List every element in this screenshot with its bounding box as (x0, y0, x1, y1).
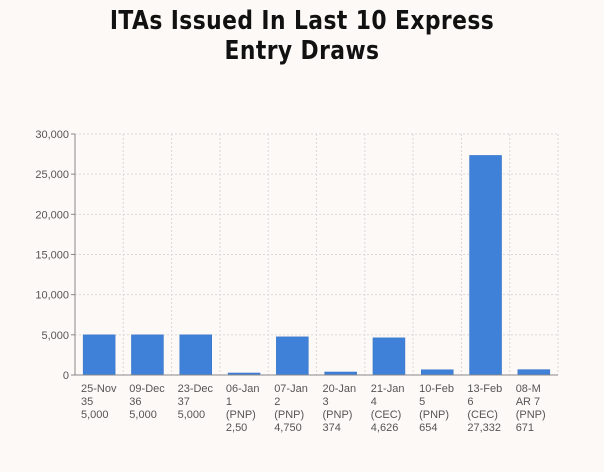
x-tick-label-line: (PNP) (516, 409, 546, 421)
x-tick-label-line: (PNP) (274, 409, 304, 421)
bar (179, 334, 212, 376)
x-tick-label-line: 37 (178, 396, 190, 408)
x-tick-label-line: 671 (516, 422, 534, 434)
x-tick-label: 08-M AR 7 (PNP) 671 (516, 383, 546, 434)
bar (276, 336, 309, 376)
x-tick-label-line: 06-Jan (226, 383, 260, 395)
y-tick-label: 20,000 (35, 209, 69, 221)
x-tick-label-line: 2 (274, 396, 280, 408)
x-tick-label-line: 36 (129, 396, 141, 408)
x-tick-label: 13-Feb 6 (CEC) 27,332 (467, 383, 502, 434)
x-tick-label-line: 654 (419, 422, 437, 434)
x-tick-label-line: (PNP) (323, 409, 353, 421)
x-tick-label-line: (CEC) (467, 409, 498, 421)
bar (131, 334, 164, 376)
x-tick-label-line: 2,50 (226, 422, 247, 434)
bars (82, 155, 551, 376)
x-tick-label-line: 4 (371, 396, 377, 408)
x-tick-label-line: 4,626 (371, 422, 399, 434)
x-tick-label-line: 5,000 (178, 409, 206, 421)
y-tick-label: 25,000 (35, 169, 69, 181)
x-tick-label-line: (PNP) (419, 409, 449, 421)
x-tick-label-line: 20-Jan (323, 383, 357, 395)
x-tick-label-line: 23-Dec (178, 383, 214, 395)
x-tick-label-line: (PNP) (226, 409, 256, 421)
x-tick-label: 09-Dec 36 5,000 (129, 383, 165, 421)
y-tick-label: 30,000 (35, 129, 69, 141)
chart-title: ITAs Issued In Last 10 Express Entry Dra… (0, 6, 604, 66)
x-tick-label-line: 35 (81, 396, 93, 408)
y-tick-label: 0 (63, 370, 69, 382)
y-axis-ticks: 0 5,000 10,000 15,000 20,000 25,000 30,000 (35, 129, 75, 382)
x-tick-label-line: 25-Nov (81, 383, 117, 395)
bar (82, 334, 116, 376)
bar (372, 337, 406, 376)
x-tick-label-line: 4,750 (274, 422, 302, 434)
x-tick-label-line: 10-Feb (419, 383, 454, 395)
x-tick-label-line: 5,000 (129, 409, 157, 421)
x-tick-label-line: 6 (467, 396, 473, 408)
x-tick-label-line: 21-Jan (371, 383, 405, 395)
x-tick-label-line: AR 7 (516, 396, 540, 408)
y-tick-label: 15,000 (35, 250, 69, 262)
x-tick-label-line: 374 (323, 422, 341, 434)
x-tick-label-line: 08-M (516, 383, 541, 395)
x-tick-label: 20-Jan 3 (PNP) 374 (323, 383, 357, 434)
x-tick-label-line: 5 (419, 396, 425, 408)
bar (469, 155, 502, 376)
y-tick-label: 10,000 (35, 290, 69, 302)
bar (517, 369, 551, 376)
x-tick-label-line: 3 (323, 396, 329, 408)
chart-title-line-1: ITAs Issued In Last 10 Express (109, 6, 495, 36)
x-tick-label: 25-Nov 35 5,000 (81, 383, 117, 421)
chart-title-line-2: Entry Draws (224, 36, 380, 66)
x-tick-label-line: (CEC) (371, 409, 402, 421)
x-tick-label-line: 5,000 (81, 409, 109, 421)
x-tick-label: 21-Jan 4 (CEC) 4,626 (371, 383, 405, 434)
x-tick-label-line: 13-Feb (467, 383, 502, 395)
bar (421, 369, 454, 376)
x-tick-label-line: 09-Dec (129, 383, 165, 395)
x-tick-label-line: 1 (226, 396, 232, 408)
x-tick-label: 23-Dec 37 5,000 (178, 383, 214, 421)
x-tick-label-line: 07-Jan (274, 383, 308, 395)
x-tick-label: 07-Jan 2 (PNP) 4,750 (274, 383, 308, 434)
x-tick-label: 10-Feb 5 (PNP) 654 (419, 383, 454, 434)
x-tick-label: 06-Jan 1 (PNP) 2,50 (226, 383, 260, 434)
y-tick-label: 5,000 (41, 330, 69, 342)
x-tick-label-line: 27,332 (467, 422, 501, 434)
